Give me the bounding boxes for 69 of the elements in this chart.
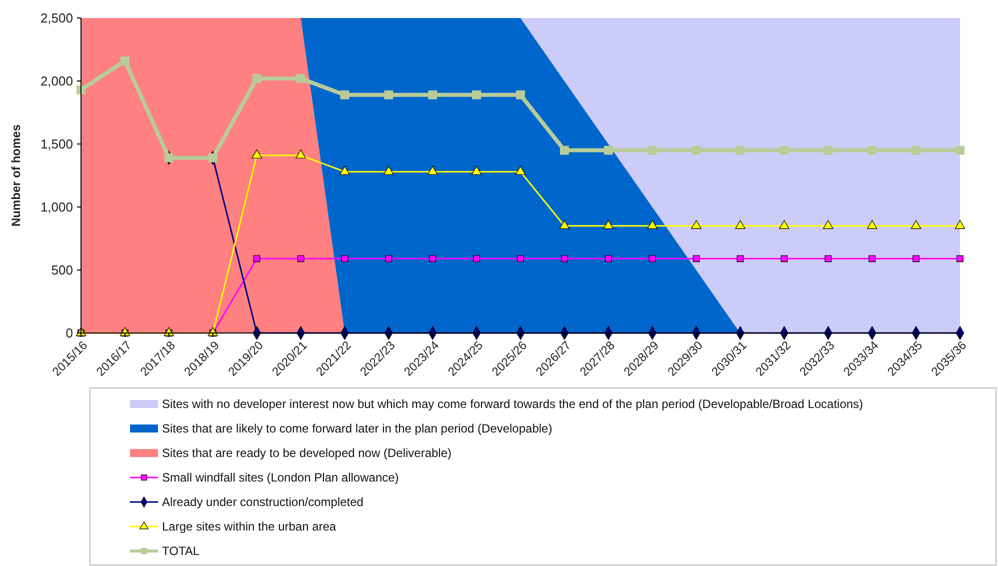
point	[472, 90, 482, 100]
point	[648, 255, 656, 262]
point	[516, 90, 525, 100]
point	[912, 146, 921, 155]
y-tick-label: 1,500	[40, 136, 73, 152]
y-tick-label: 0	[66, 326, 73, 341]
point	[517, 255, 524, 262]
legend-label: Already under construction/completed	[162, 495, 364, 510]
point	[471, 166, 482, 175]
point	[560, 255, 568, 262]
point	[780, 255, 788, 262]
legend-label: Sites with no developer interest now but which may come forward towards the end of the plan period (Developable/Broad Locations)	[162, 397, 864, 412]
point	[76, 85, 86, 94]
point	[604, 255, 612, 262]
point	[164, 153, 174, 162]
point	[647, 220, 658, 229]
point	[824, 146, 833, 155]
point	[341, 255, 348, 262]
point	[692, 255, 700, 262]
point	[779, 220, 790, 229]
point	[956, 146, 964, 155]
point	[384, 166, 394, 175]
point	[473, 255, 480, 262]
point	[780, 146, 789, 155]
y-axis-title: Number of homes	[9, 124, 23, 227]
point	[691, 220, 702, 229]
point	[120, 56, 130, 66]
legend-label: TOTAL	[162, 544, 200, 558]
point	[956, 255, 964, 262]
point	[823, 220, 834, 229]
point	[384, 90, 394, 100]
point	[692, 146, 701, 155]
y-tick-label: 2,000	[40, 74, 73, 89]
point	[824, 255, 832, 262]
y-tick-label: 500	[51, 262, 73, 278]
point	[866, 220, 878, 229]
point	[253, 255, 260, 262]
point	[340, 166, 350, 175]
point	[912, 255, 920, 262]
point	[429, 255, 436, 262]
point	[296, 74, 306, 83]
legend-label: Small windfall sites (London Plan allowance)	[162, 470, 399, 485]
point	[427, 166, 438, 175]
point	[252, 74, 262, 83]
point	[297, 255, 304, 262]
point	[385, 255, 392, 262]
legend-label: Sites that are ready to be developed now (Deliverable)	[162, 446, 452, 460]
point	[910, 220, 922, 229]
point	[603, 220, 614, 229]
point	[252, 149, 262, 158]
legend-label: Large sites within the urban area	[162, 520, 336, 534]
point	[208, 153, 218, 162]
point	[868, 255, 876, 262]
y-tick-label: 2,500	[40, 10, 73, 26]
point	[559, 220, 570, 229]
point	[515, 166, 526, 175]
point	[736, 255, 744, 262]
point	[560, 146, 569, 155]
point	[296, 149, 306, 158]
point	[735, 220, 746, 229]
point	[868, 146, 877, 155]
point	[604, 146, 613, 155]
point	[428, 90, 438, 100]
point	[648, 146, 657, 155]
legend-label: Sites that are likely to come forward later in the plan period (Developable)	[162, 422, 552, 436]
point	[340, 90, 350, 100]
point	[736, 146, 745, 155]
y-tick-label: 1,000	[40, 200, 73, 215]
point	[954, 220, 966, 229]
